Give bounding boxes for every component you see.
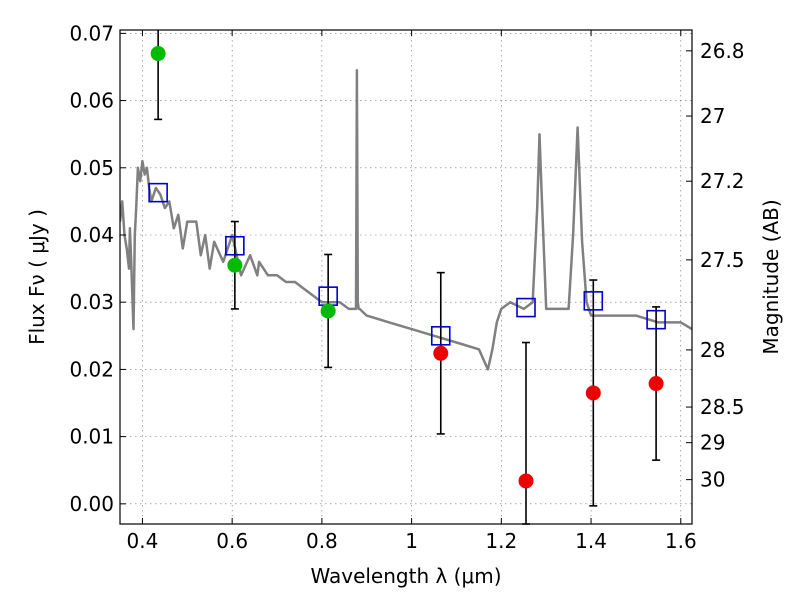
x-tick-label: 1 xyxy=(405,529,418,553)
model-photometry-box xyxy=(225,235,245,256)
right-tick-label: 26.8 xyxy=(700,39,745,63)
model-photometry-box xyxy=(430,326,451,346)
right-tick-label: 28 xyxy=(700,338,725,362)
y-tick-label: 0.03 xyxy=(69,290,114,314)
model-photometry-box xyxy=(148,182,168,203)
markers-layer xyxy=(148,46,666,489)
right-axis-ticks: 26.8 27 27.2 27.5 28 28.5 29 30 xyxy=(686,39,745,492)
plot-background xyxy=(120,30,692,524)
detection-point-green xyxy=(227,257,243,273)
model-photometry-box xyxy=(646,309,666,330)
y-tick-label: 0.01 xyxy=(69,425,114,449)
model-spectrum-line xyxy=(120,69,692,371)
detection-point-green xyxy=(150,46,166,62)
y-axis-ticks: 0.00 0.01 0.02 0.03 0.04 0.05 0.06 0.07 xyxy=(69,21,126,516)
right-tick-label: 27 xyxy=(700,104,725,128)
detection-point-red xyxy=(648,376,664,392)
y-tick-label: 0.02 xyxy=(69,357,114,381)
detection-point-red xyxy=(433,345,449,361)
right-tick-label: 28.5 xyxy=(700,395,745,419)
right-axis-label: Magnitude (AB) xyxy=(759,199,783,354)
model-photometry-box xyxy=(583,291,604,311)
y-tick-label: 0.00 xyxy=(69,492,114,516)
detection-point-red xyxy=(518,473,534,489)
model-photometry-box xyxy=(516,297,536,318)
x-tick-label: 1.6 xyxy=(665,529,697,553)
x-tick-label: 1.4 xyxy=(575,529,607,553)
y-axis-label: Flux Fν ( μJy ) xyxy=(25,209,49,345)
x-axis-ticks: 0.4 0.6 0.8 1 1.2 1.4 1.6 xyxy=(127,30,697,553)
grid-lines xyxy=(120,30,692,524)
right-tick-label: 27.5 xyxy=(700,248,745,272)
detection-point-green xyxy=(320,303,336,319)
y-tick-label: 0.05 xyxy=(69,156,114,180)
x-tick-label: 0.4 xyxy=(127,529,159,553)
right-tick-label: 29 xyxy=(700,431,725,455)
y-tick-label: 0.07 xyxy=(69,21,114,45)
x-tick-label: 1.2 xyxy=(485,529,517,553)
plot-frame xyxy=(119,29,693,525)
y-tick-label: 0.06 xyxy=(69,89,114,113)
right-tick-label: 30 xyxy=(700,468,725,492)
x-tick-label: 0.6 xyxy=(216,529,248,553)
model-spectrum-layer xyxy=(120,69,692,371)
right-tick-label: 27.2 xyxy=(700,169,745,193)
x-axis-label: Wavelength λ (μm) xyxy=(310,564,501,588)
detection-point-red xyxy=(585,385,601,401)
x-tick-label: 0.8 xyxy=(306,529,338,553)
y-tick-label: 0.04 xyxy=(69,223,114,247)
